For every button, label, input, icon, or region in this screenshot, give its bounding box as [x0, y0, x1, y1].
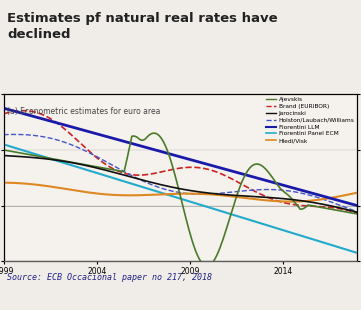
Legend: Ajevskis, Brand (EURIBOR), Jarocinski, Holston/Laubach/Williams, Fiorentini LLM,: Ajevskis, Brand (EURIBOR), Jarocinski, H… — [264, 95, 357, 146]
Text: Estimates pf natural real rates have
declined: Estimates pf natural real rates have dec… — [7, 12, 278, 41]
Text: Source: ECB Occacional paper no 217, 2018: Source: ECB Occacional paper no 217, 201… — [7, 273, 212, 282]
Text: (a) Econometric estimates for euro area: (a) Econometric estimates for euro area — [7, 107, 161, 116]
